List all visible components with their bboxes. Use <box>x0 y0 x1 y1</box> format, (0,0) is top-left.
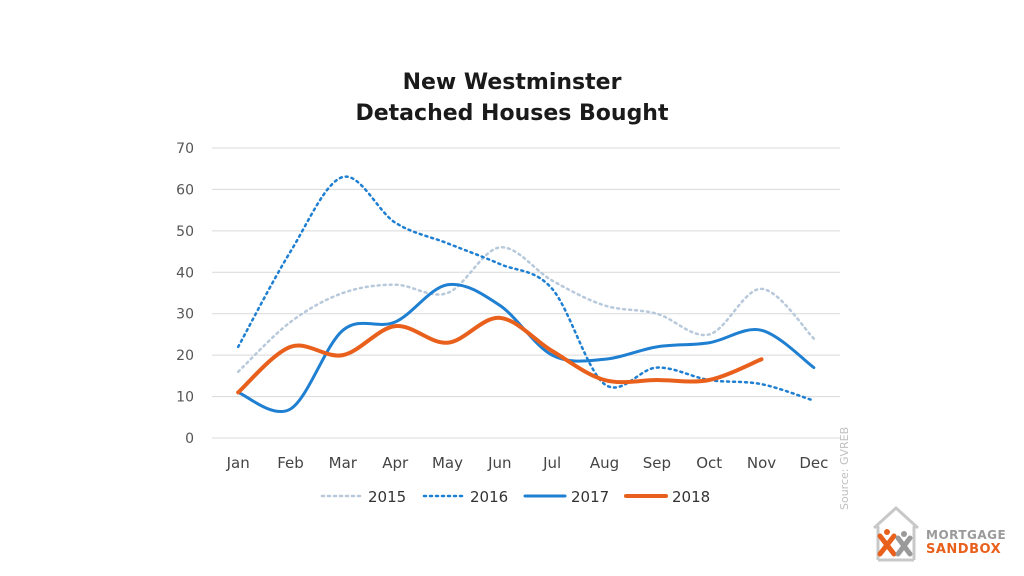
x-tick-label: Sep <box>643 454 671 472</box>
x-tick-label: Jan <box>226 454 250 472</box>
logo-text-bottom: SANDBOX <box>926 542 1002 557</box>
x-tick-label: May <box>432 454 463 472</box>
series-line-2016 <box>236 175 816 402</box>
logo-text-top: MORTGAGE <box>926 528 1007 542</box>
x-tick-label: Dec <box>799 454 828 472</box>
x-tick-label: Mar <box>329 454 358 472</box>
legend-label-2015: 2015 <box>368 488 406 506</box>
house-x-logo-icon <box>872 505 920 562</box>
y-axis-ticks: 0 10 20 30 40 50 60 70 <box>176 141 194 447</box>
series-lines <box>236 175 816 413</box>
x-tick-label: Jul <box>542 454 561 472</box>
y-tick-label: 10 <box>176 390 194 406</box>
y-tick-label: 40 <box>176 265 194 281</box>
legend-label-2016: 2016 <box>470 488 508 506</box>
mortgage-sandbox-logo: MORTGAGE SANDBOX <box>868 502 1018 568</box>
gridlines <box>212 147 840 439</box>
legend: 2015 2016 2017 2018 <box>320 488 710 506</box>
x-tick-label: Jun <box>487 454 511 472</box>
x-tick-label: Apr <box>382 454 409 472</box>
source-label: Source: GVREB <box>838 426 851 510</box>
x-tick-label: Feb <box>277 454 304 472</box>
y-tick-label: 60 <box>176 182 194 198</box>
y-tick-label: 20 <box>176 348 194 364</box>
legend-label-2018: 2018 <box>672 488 710 506</box>
series-line-2017 <box>236 282 816 413</box>
chart-title-line-2: Detached Houses Bought <box>355 101 669 126</box>
x-tick-label: Oct <box>696 454 722 472</box>
y-tick-label: 50 <box>176 224 194 240</box>
x-axis-ticks: Jan Feb Mar Apr May Jun Jul Aug Sep Oct Nov Dec <box>226 454 829 472</box>
series-line-2015 <box>236 246 816 373</box>
x-tick-label: Aug <box>590 454 619 472</box>
y-tick-label: 30 <box>176 307 194 323</box>
series-line-2018 <box>236 315 764 395</box>
chart-title-line-1: New Westminster <box>402 70 622 95</box>
x-tick-label: Nov <box>747 454 776 472</box>
y-tick-label: 0 <box>185 431 194 447</box>
legend-label-2017: 2017 <box>571 488 609 506</box>
y-tick-label: 70 <box>176 141 194 157</box>
